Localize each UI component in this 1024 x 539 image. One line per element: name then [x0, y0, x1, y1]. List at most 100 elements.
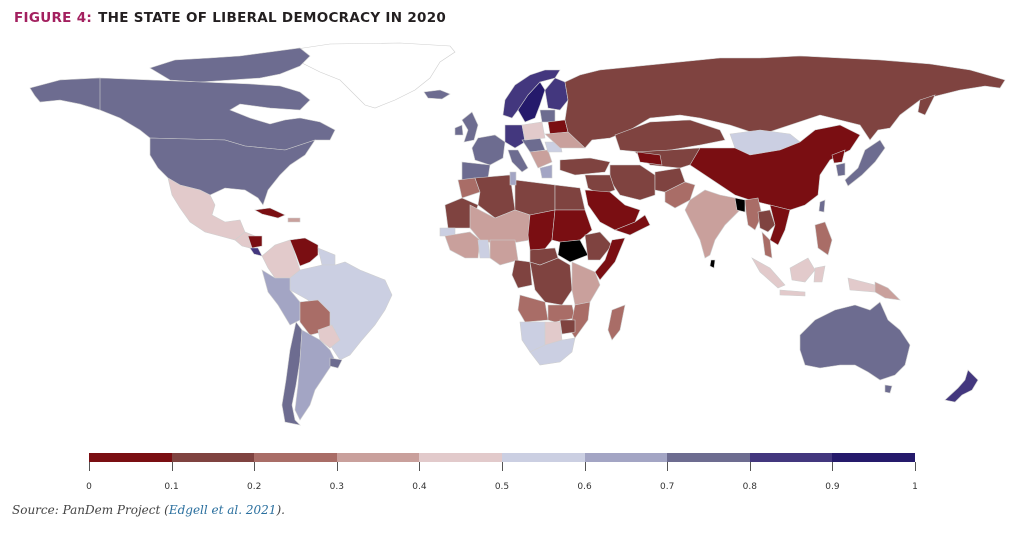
region-hispaniola[interactable]	[287, 217, 301, 223]
region-ireland[interactable]	[454, 124, 464, 136]
region-tasmania[interactable]	[884, 384, 893, 394]
legend-tick	[419, 462, 421, 471]
region-egypt[interactable]	[554, 184, 586, 211]
region-poland[interactable]	[521, 121, 546, 141]
region-drc[interactable]	[529, 257, 573, 306]
legend-tick-label: 0.9	[825, 482, 840, 492]
legend-swatch	[89, 453, 172, 462]
region-sweden[interactable]	[517, 81, 546, 123]
region-papua[interactable]	[847, 277, 876, 293]
region-cameroon-gabon[interactable]	[511, 259, 533, 289]
region-guianas[interactable]	[317, 247, 336, 266]
region-taiwan[interactable]	[818, 199, 826, 213]
region-new-zealand[interactable]	[944, 369, 979, 403]
region-norway[interactable]	[502, 69, 561, 119]
legend-swatch	[749, 453, 833, 462]
region-south-korea[interactable]	[835, 162, 846, 177]
region-iceland[interactable]	[423, 89, 451, 100]
legend-swatch	[171, 453, 255, 462]
region-bangladesh[interactable]	[734, 197, 746, 213]
region-borneo[interactable]	[789, 257, 816, 283]
region-libya[interactable]	[514, 179, 556, 216]
region-costa-rica[interactable]	[249, 247, 263, 257]
region-somalia[interactable]	[594, 237, 626, 281]
region-sumatra[interactable]	[751, 257, 786, 289]
region-zambia[interactable]	[547, 304, 576, 323]
region-iran[interactable]	[609, 164, 656, 201]
legend-tick-label: 0.8	[742, 482, 757, 492]
region-india[interactable]	[684, 189, 746, 259]
region-japan[interactable]	[844, 139, 886, 187]
region-uk[interactable]	[461, 111, 479, 143]
region-france[interactable]	[471, 134, 506, 166]
region-mexico[interactable]	[167, 177, 246, 241]
legend-tick	[832, 462, 834, 471]
region-kamchatka[interactable]	[917, 94, 936, 116]
region-yemen-oman[interactable]	[614, 214, 651, 236]
legend-tick	[584, 462, 586, 471]
legend-swatch	[501, 453, 585, 462]
source-prefix: Source: PanDem Project (	[12, 503, 169, 517]
region-kazakhstan[interactable]	[614, 119, 726, 153]
region-zimbabwe[interactable]	[559, 319, 576, 335]
region-turkmenistan[interactable]	[636, 151, 663, 166]
region-venezuela[interactable]	[289, 237, 319, 267]
region-east-africa[interactable]	[571, 261, 601, 306]
legend-swatch	[336, 453, 420, 462]
region-australia[interactable]	[799, 301, 911, 381]
region-baltics[interactable]	[539, 109, 556, 123]
region-indochina[interactable]	[757, 209, 776, 233]
region-south-africa[interactable]	[529, 337, 576, 366]
region-madagascar[interactable]	[607, 304, 626, 341]
region-philippines[interactable]	[814, 221, 833, 256]
region-paraguay[interactable]	[317, 324, 341, 349]
region-tunisia[interactable]	[509, 171, 517, 186]
figure-title-text: THE STATE OF LIBERAL DEMOCRACY IN 2020	[98, 10, 447, 26]
region-java[interactable]	[779, 289, 806, 297]
region-vietnam-laos[interactable]	[769, 204, 791, 246]
region-argentina[interactable]	[294, 329, 336, 421]
source-citation-link[interactable]: Edgell et al. 2021	[168, 503, 277, 517]
legend-tick-label: 0.3	[329, 482, 344, 492]
region-sulawesi[interactable]	[813, 265, 826, 283]
region-turkey[interactable]	[559, 157, 611, 176]
legend-tick	[667, 462, 669, 471]
region-canada-islands[interactable]	[149, 47, 311, 83]
legend-tick	[171, 462, 173, 471]
region-south-sudan[interactable]	[557, 239, 589, 263]
legend-tick-label: 0.5	[494, 482, 510, 492]
region-ethiopia[interactable]	[584, 231, 613, 261]
region-canada[interactable]	[34, 77, 336, 151]
legend-swatch	[419, 453, 502, 462]
region-nigeria[interactable]	[489, 239, 519, 266]
region-china[interactable]	[689, 124, 861, 211]
region-balkans[interactable]	[529, 149, 553, 169]
region-greenland[interactable]	[289, 42, 456, 109]
region-belarus[interactable]	[547, 119, 569, 135]
region-uruguay[interactable]	[329, 357, 343, 369]
region-greece[interactable]	[539, 164, 553, 179]
region-png[interactable]	[874, 281, 901, 301]
region-nicaragua[interactable]	[247, 235, 263, 249]
region-north-korea[interactable]	[831, 149, 846, 164]
region-sri-lanka[interactable]	[709, 259, 716, 269]
legend-tick-label: 0.1	[164, 482, 179, 492]
source-note: Source: PanDem Project (Edgell et al. 20…	[12, 503, 285, 517]
legend-tick-label: 0	[86, 482, 92, 492]
source-suffix: ).	[276, 503, 285, 517]
region-germany[interactable]	[504, 124, 526, 149]
region-myanmar[interactable]	[744, 197, 763, 231]
region-malaysia[interactable]	[761, 231, 773, 259]
region-ghana[interactable]	[477, 239, 491, 259]
legend-tick-label: 0.2	[247, 482, 262, 492]
region-cuba[interactable]	[254, 207, 286, 219]
legend-ticks	[89, 462, 916, 472]
legend-tick	[502, 462, 503, 471]
legend-swatch	[832, 453, 915, 462]
region-finland[interactable]	[544, 77, 569, 111]
region-italy[interactable]	[507, 149, 529, 173]
region-alaska[interactable]	[29, 77, 101, 111]
region-brazil[interactable]	[289, 261, 393, 361]
region-west-africa[interactable]	[444, 231, 481, 259]
region-angola[interactable]	[517, 294, 549, 323]
